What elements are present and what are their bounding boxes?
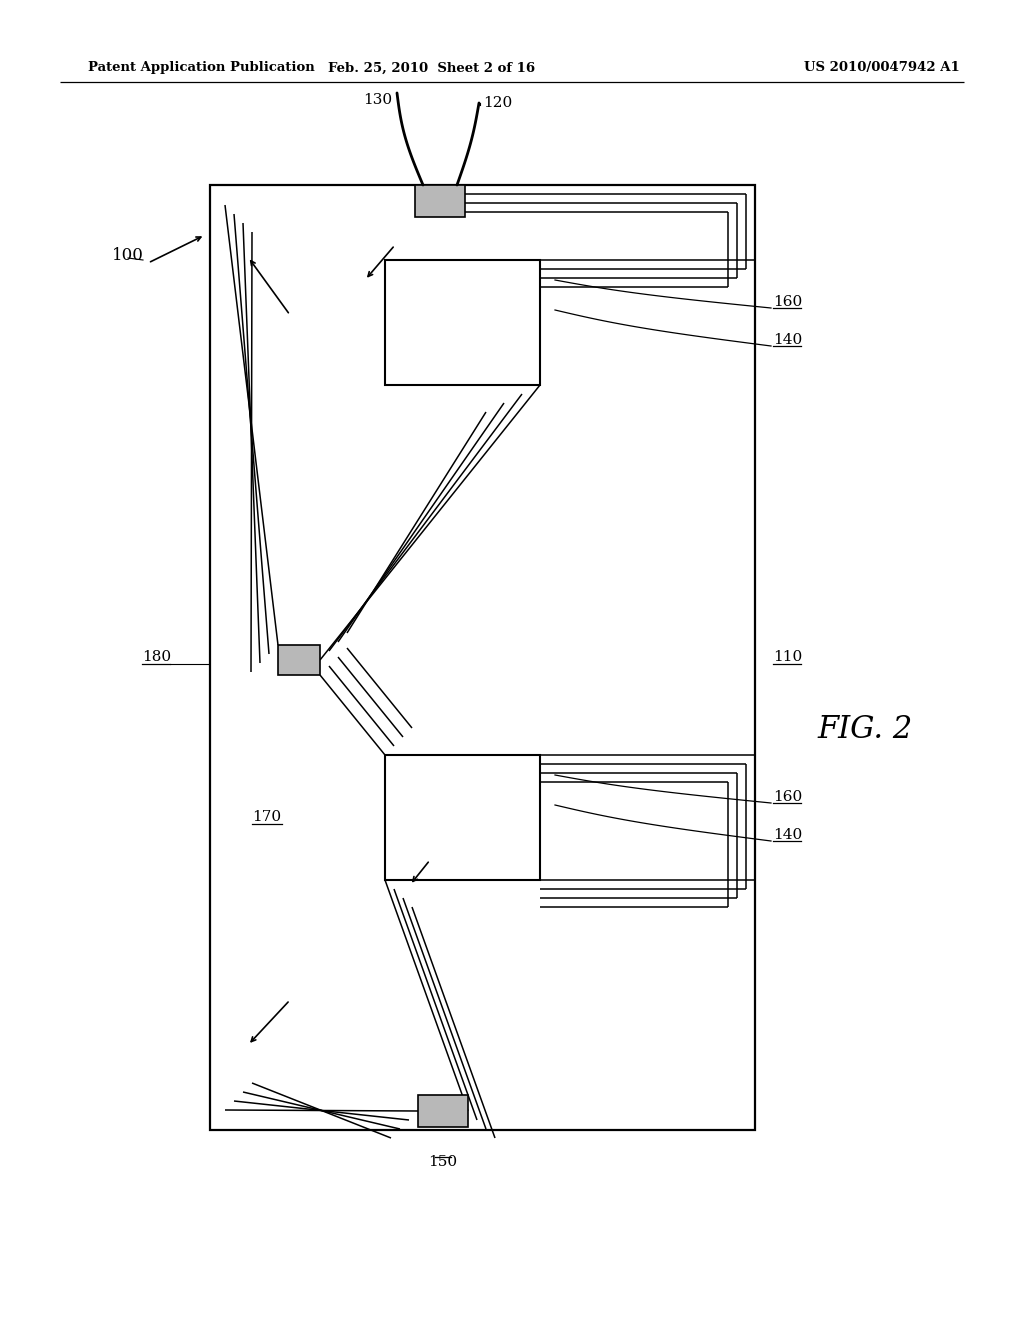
Bar bbox=[278, 645, 319, 675]
Text: 130: 130 bbox=[362, 92, 392, 107]
Bar bbox=[385, 260, 540, 385]
Bar bbox=[385, 755, 540, 880]
Text: Patent Application Publication: Patent Application Publication bbox=[88, 62, 314, 74]
Bar bbox=[210, 185, 755, 1130]
Text: US 2010/0047942 A1: US 2010/0047942 A1 bbox=[804, 62, 961, 74]
Bar bbox=[418, 1096, 468, 1127]
Text: 180: 180 bbox=[142, 649, 171, 664]
Text: 160: 160 bbox=[773, 294, 802, 309]
Text: 100: 100 bbox=[112, 247, 144, 264]
Text: Feb. 25, 2010  Sheet 2 of 16: Feb. 25, 2010 Sheet 2 of 16 bbox=[329, 62, 536, 74]
Text: FIG. 2: FIG. 2 bbox=[817, 714, 912, 746]
Text: 110: 110 bbox=[773, 649, 802, 664]
Text: 140: 140 bbox=[773, 333, 802, 347]
Text: 140: 140 bbox=[773, 828, 802, 842]
Bar bbox=[415, 185, 465, 216]
Text: 160: 160 bbox=[773, 789, 802, 804]
Text: 150: 150 bbox=[428, 1155, 458, 1170]
Text: 170: 170 bbox=[252, 810, 282, 824]
Text: 120: 120 bbox=[483, 96, 512, 110]
